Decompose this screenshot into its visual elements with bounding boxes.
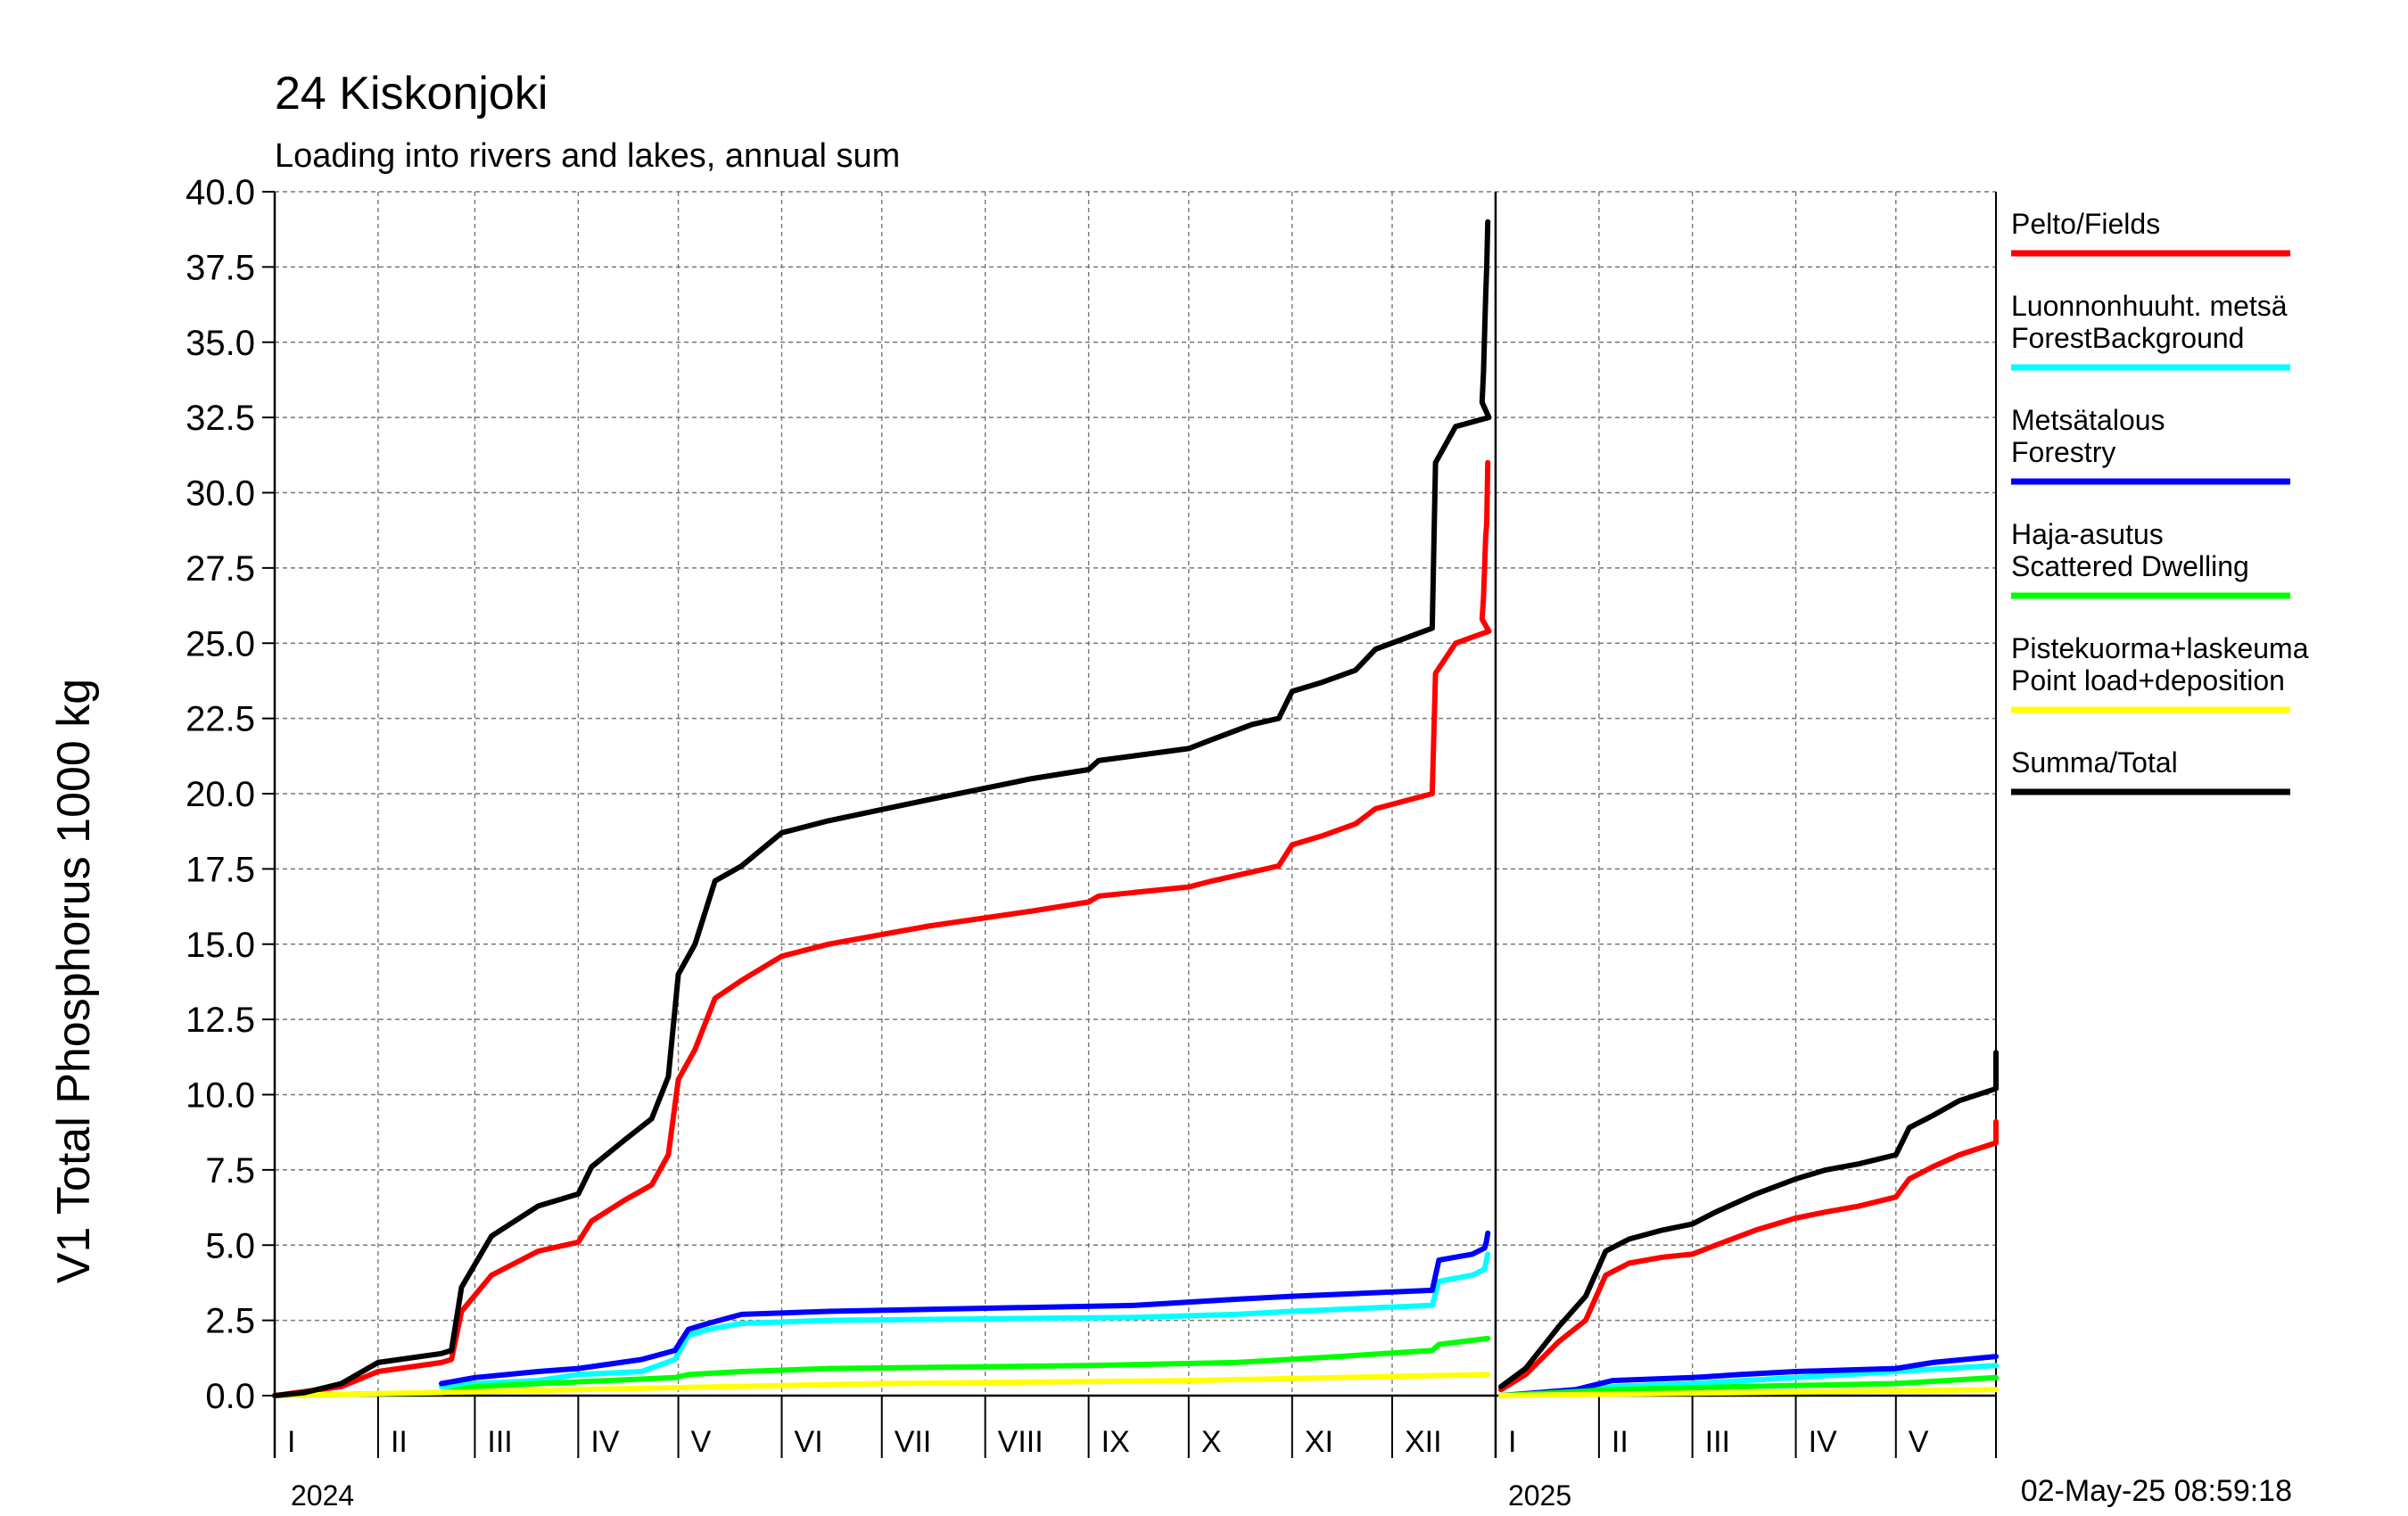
x-month-label: III bbox=[1705, 1425, 1730, 1459]
x-month-label: III bbox=[487, 1425, 512, 1459]
legend-label: Luonnonhuuht. metsä bbox=[2011, 290, 2288, 322]
legend-label: Scattered Dwelling bbox=[2011, 550, 2249, 582]
x-month-label: I bbox=[1508, 1425, 1516, 1459]
x-month-label: IV bbox=[590, 1425, 619, 1459]
legend-label: Forestry bbox=[2011, 436, 2115, 468]
y-tick-label: 15.0 bbox=[186, 926, 255, 965]
x-month-label: V bbox=[1909, 1425, 1929, 1459]
y-tick-label: 2.5 bbox=[205, 1302, 255, 1341]
series-lines bbox=[272, 218, 1999, 1398]
series-line-3 bbox=[272, 1335, 1491, 1398]
series-line-0 bbox=[1498, 1118, 1999, 1393]
series-line-5 bbox=[272, 218, 1492, 1398]
y-tick-label: 5.0 bbox=[205, 1226, 255, 1265]
grid-lines bbox=[275, 191, 1996, 1396]
series-line-1 bbox=[439, 1251, 1491, 1389]
y-tick-label: 25.0 bbox=[186, 624, 255, 663]
x-month-label: IV bbox=[1809, 1425, 1837, 1459]
y-tick-label: 12.5 bbox=[186, 1001, 255, 1040]
x-month-label: VI bbox=[795, 1425, 823, 1459]
timestamp: 02-May-25 08:59:18 bbox=[2021, 1474, 2292, 1508]
y-tick-label: 27.5 bbox=[186, 549, 255, 589]
y-tick-label: 20.0 bbox=[186, 775, 255, 814]
x-month-label: XII bbox=[1405, 1425, 1442, 1459]
legend-label: Pistekuorma+laskeuma bbox=[2011, 632, 2309, 664]
y-tick-label: 17.5 bbox=[186, 850, 255, 889]
chart-title: 24 Kiskonjoki bbox=[275, 68, 548, 119]
x-month-label: V bbox=[691, 1425, 712, 1459]
y-tick-label: 30.0 bbox=[186, 474, 255, 514]
legend-label: Pelto/Fields bbox=[2011, 208, 2160, 240]
series-line-3 bbox=[1498, 1374, 1999, 1398]
y-tick-label: 32.5 bbox=[186, 399, 255, 438]
x-month-label: X bbox=[1201, 1425, 1222, 1459]
x-month-label: VIII bbox=[998, 1425, 1043, 1459]
series-line-2 bbox=[439, 1230, 1491, 1387]
series-line-4 bbox=[1498, 1387, 1999, 1398]
legend-label: Point load+deposition bbox=[2011, 664, 2285, 696]
axes bbox=[262, 191, 1997, 1458]
y-tick-label: 40.0 bbox=[186, 173, 255, 212]
legend-label: ForestBackground bbox=[2011, 322, 2244, 354]
series-line-5 bbox=[1498, 1050, 1999, 1389]
series-line-0 bbox=[272, 459, 1492, 1398]
x-month-label: II bbox=[1612, 1425, 1629, 1459]
x-month-label: II bbox=[391, 1425, 408, 1459]
series-line-4 bbox=[272, 1372, 1491, 1398]
x-month-label: XI bbox=[1305, 1425, 1333, 1459]
y-tick-label: 7.5 bbox=[205, 1151, 255, 1191]
y-tick-label: 35.0 bbox=[186, 324, 255, 363]
x-month-label: VII bbox=[895, 1425, 932, 1459]
x-month-label: IX bbox=[1101, 1425, 1130, 1459]
series-line-2 bbox=[1498, 1354, 1999, 1398]
legend-label: Summa/Total bbox=[2011, 746, 2178, 779]
x-month-label: I bbox=[287, 1425, 295, 1459]
y-tick-labels: 0.0 2.5 5.0 7.5 10.0 12.5 15.0 17.5 20.0 22.5 25.0… bbox=[186, 173, 255, 1416]
x-year-label: 2025 bbox=[1508, 1479, 1571, 1512]
legend: Pelto/Fields Luonnonhuuht. metsäForestBac… bbox=[2011, 208, 2309, 795]
y-axis-label: V1 Total Phosphorus 1000 kg bbox=[48, 679, 100, 1283]
y-tick-label: 0.0 bbox=[205, 1377, 255, 1416]
y-tick-label: 10.0 bbox=[186, 1076, 255, 1116]
y-tick-label: 22.5 bbox=[186, 700, 255, 739]
chart-subtitle: Loading into rivers and lakes, annual su… bbox=[275, 137, 900, 175]
legend-label: Haja-asutus bbox=[2011, 518, 2164, 550]
x-year-label: 2024 bbox=[291, 1479, 354, 1512]
legend-label: Metsätalous bbox=[2011, 404, 2165, 436]
y-tick-label: 37.5 bbox=[186, 248, 255, 287]
